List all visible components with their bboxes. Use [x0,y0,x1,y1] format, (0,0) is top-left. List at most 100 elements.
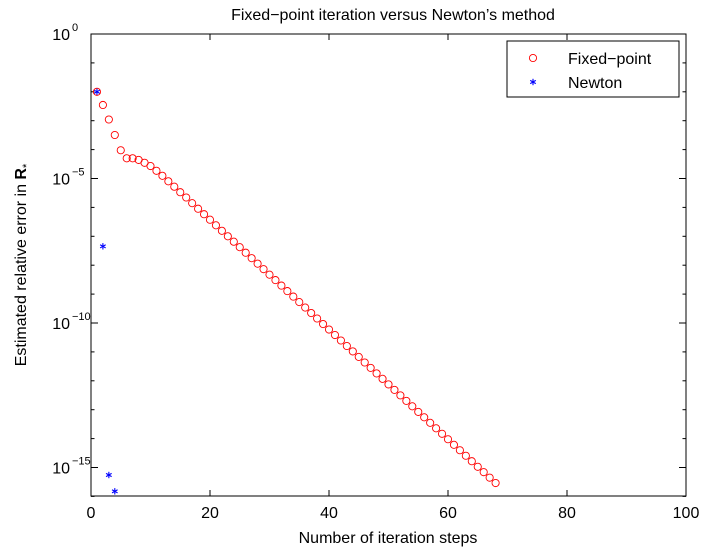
y-axis-label-text: Estimated relative error in [13,180,30,367]
data-point [289,292,298,301]
data-point [402,396,411,405]
data-point [92,87,101,96]
data-point [283,287,292,296]
data-point [396,391,405,400]
data-point [485,473,494,482]
x-tick-label: 60 [439,505,457,522]
data-point [152,166,161,175]
data-point [265,270,274,279]
y-tick-exponent: 0 [72,22,78,34]
data-point [313,314,322,323]
data-point [247,254,256,263]
data-point [420,413,429,422]
data-point [211,221,220,230]
data-point [164,177,173,186]
data-point [188,199,197,208]
data-point [128,154,137,163]
y-tick-label: 10 [52,27,70,44]
data-point [479,468,488,477]
data-point [253,259,262,268]
data-point [324,325,334,334]
data-point [301,303,310,312]
x-tick-label: 40 [320,505,338,522]
plot-area [90,33,687,497]
x-tick-label: 100 [673,505,700,522]
data-point [414,407,423,416]
data-point [205,215,215,224]
x-tick-label: 80 [558,505,576,522]
data-point [194,204,203,213]
data-point [390,385,399,394]
data-point [408,402,417,411]
legend-marker-asterisk [529,78,537,86]
data-point [104,115,113,124]
data-point [259,265,268,274]
data-point [348,347,357,356]
data-point [116,146,125,155]
data-point [455,446,464,455]
data-point [307,308,316,318]
y-tick-label: 10 [52,172,70,189]
data-point [111,488,118,495]
data-point [229,237,238,246]
data-point [360,358,369,367]
data-point [110,130,119,140]
y-axis-label-subscript: * [21,163,33,168]
y-axis-label: Estimated relative error in R* [13,163,33,366]
data-point [182,193,191,202]
chart-title: Fixed−point iteration versus Newton’s me… [231,7,555,24]
legend: Fixed−point Newton [506,40,680,98]
data-point [223,232,232,241]
data-point [318,319,328,329]
data-point [473,462,482,471]
y-tick-base: 10 [52,172,70,189]
data-point [432,424,441,433]
data-point [467,457,476,466]
y-tick-label: 10 [52,461,70,478]
data-point [449,440,459,449]
data-point [342,341,351,351]
data-point [295,298,304,307]
y-tick-base: 10 [52,27,70,44]
data-point [241,248,250,257]
data-point [372,369,381,378]
data-point [176,188,185,197]
data-point [271,276,280,285]
data-point [146,161,155,171]
x-tick-label: 0 [87,505,96,522]
y-tick-label: 10 [52,316,70,333]
series-fixed-point [92,87,500,488]
y-axis-label-symbol: R [13,168,30,180]
data-series [92,87,500,495]
data-point [336,336,345,345]
data-point [235,243,244,252]
data-point [354,352,363,361]
series-newton [93,88,118,495]
data-point [158,171,167,180]
y-tick-exponent: −15 [72,456,91,468]
data-point [426,418,435,427]
x-tick-label: 20 [201,505,219,522]
data-point [378,374,387,383]
data-point [366,363,375,372]
data-point [437,429,447,438]
legend-box [506,40,680,98]
data-point [122,154,131,163]
data-point [217,226,226,235]
data-point [491,478,500,488]
data-point [99,243,106,250]
legend-label: Fixed−point [568,51,652,68]
data-point [443,435,453,444]
data-point [93,88,101,95]
y-tick-exponent: −10 [72,311,91,323]
data-point [384,380,393,389]
data-point [330,330,340,340]
legend-marker-circle [528,53,538,63]
x-axis: 0 20 40 60 80 100 [87,34,700,522]
data-point [199,210,209,219]
data-point [105,471,112,479]
data-point [98,100,107,110]
y-tick-base: 10 [52,316,70,333]
